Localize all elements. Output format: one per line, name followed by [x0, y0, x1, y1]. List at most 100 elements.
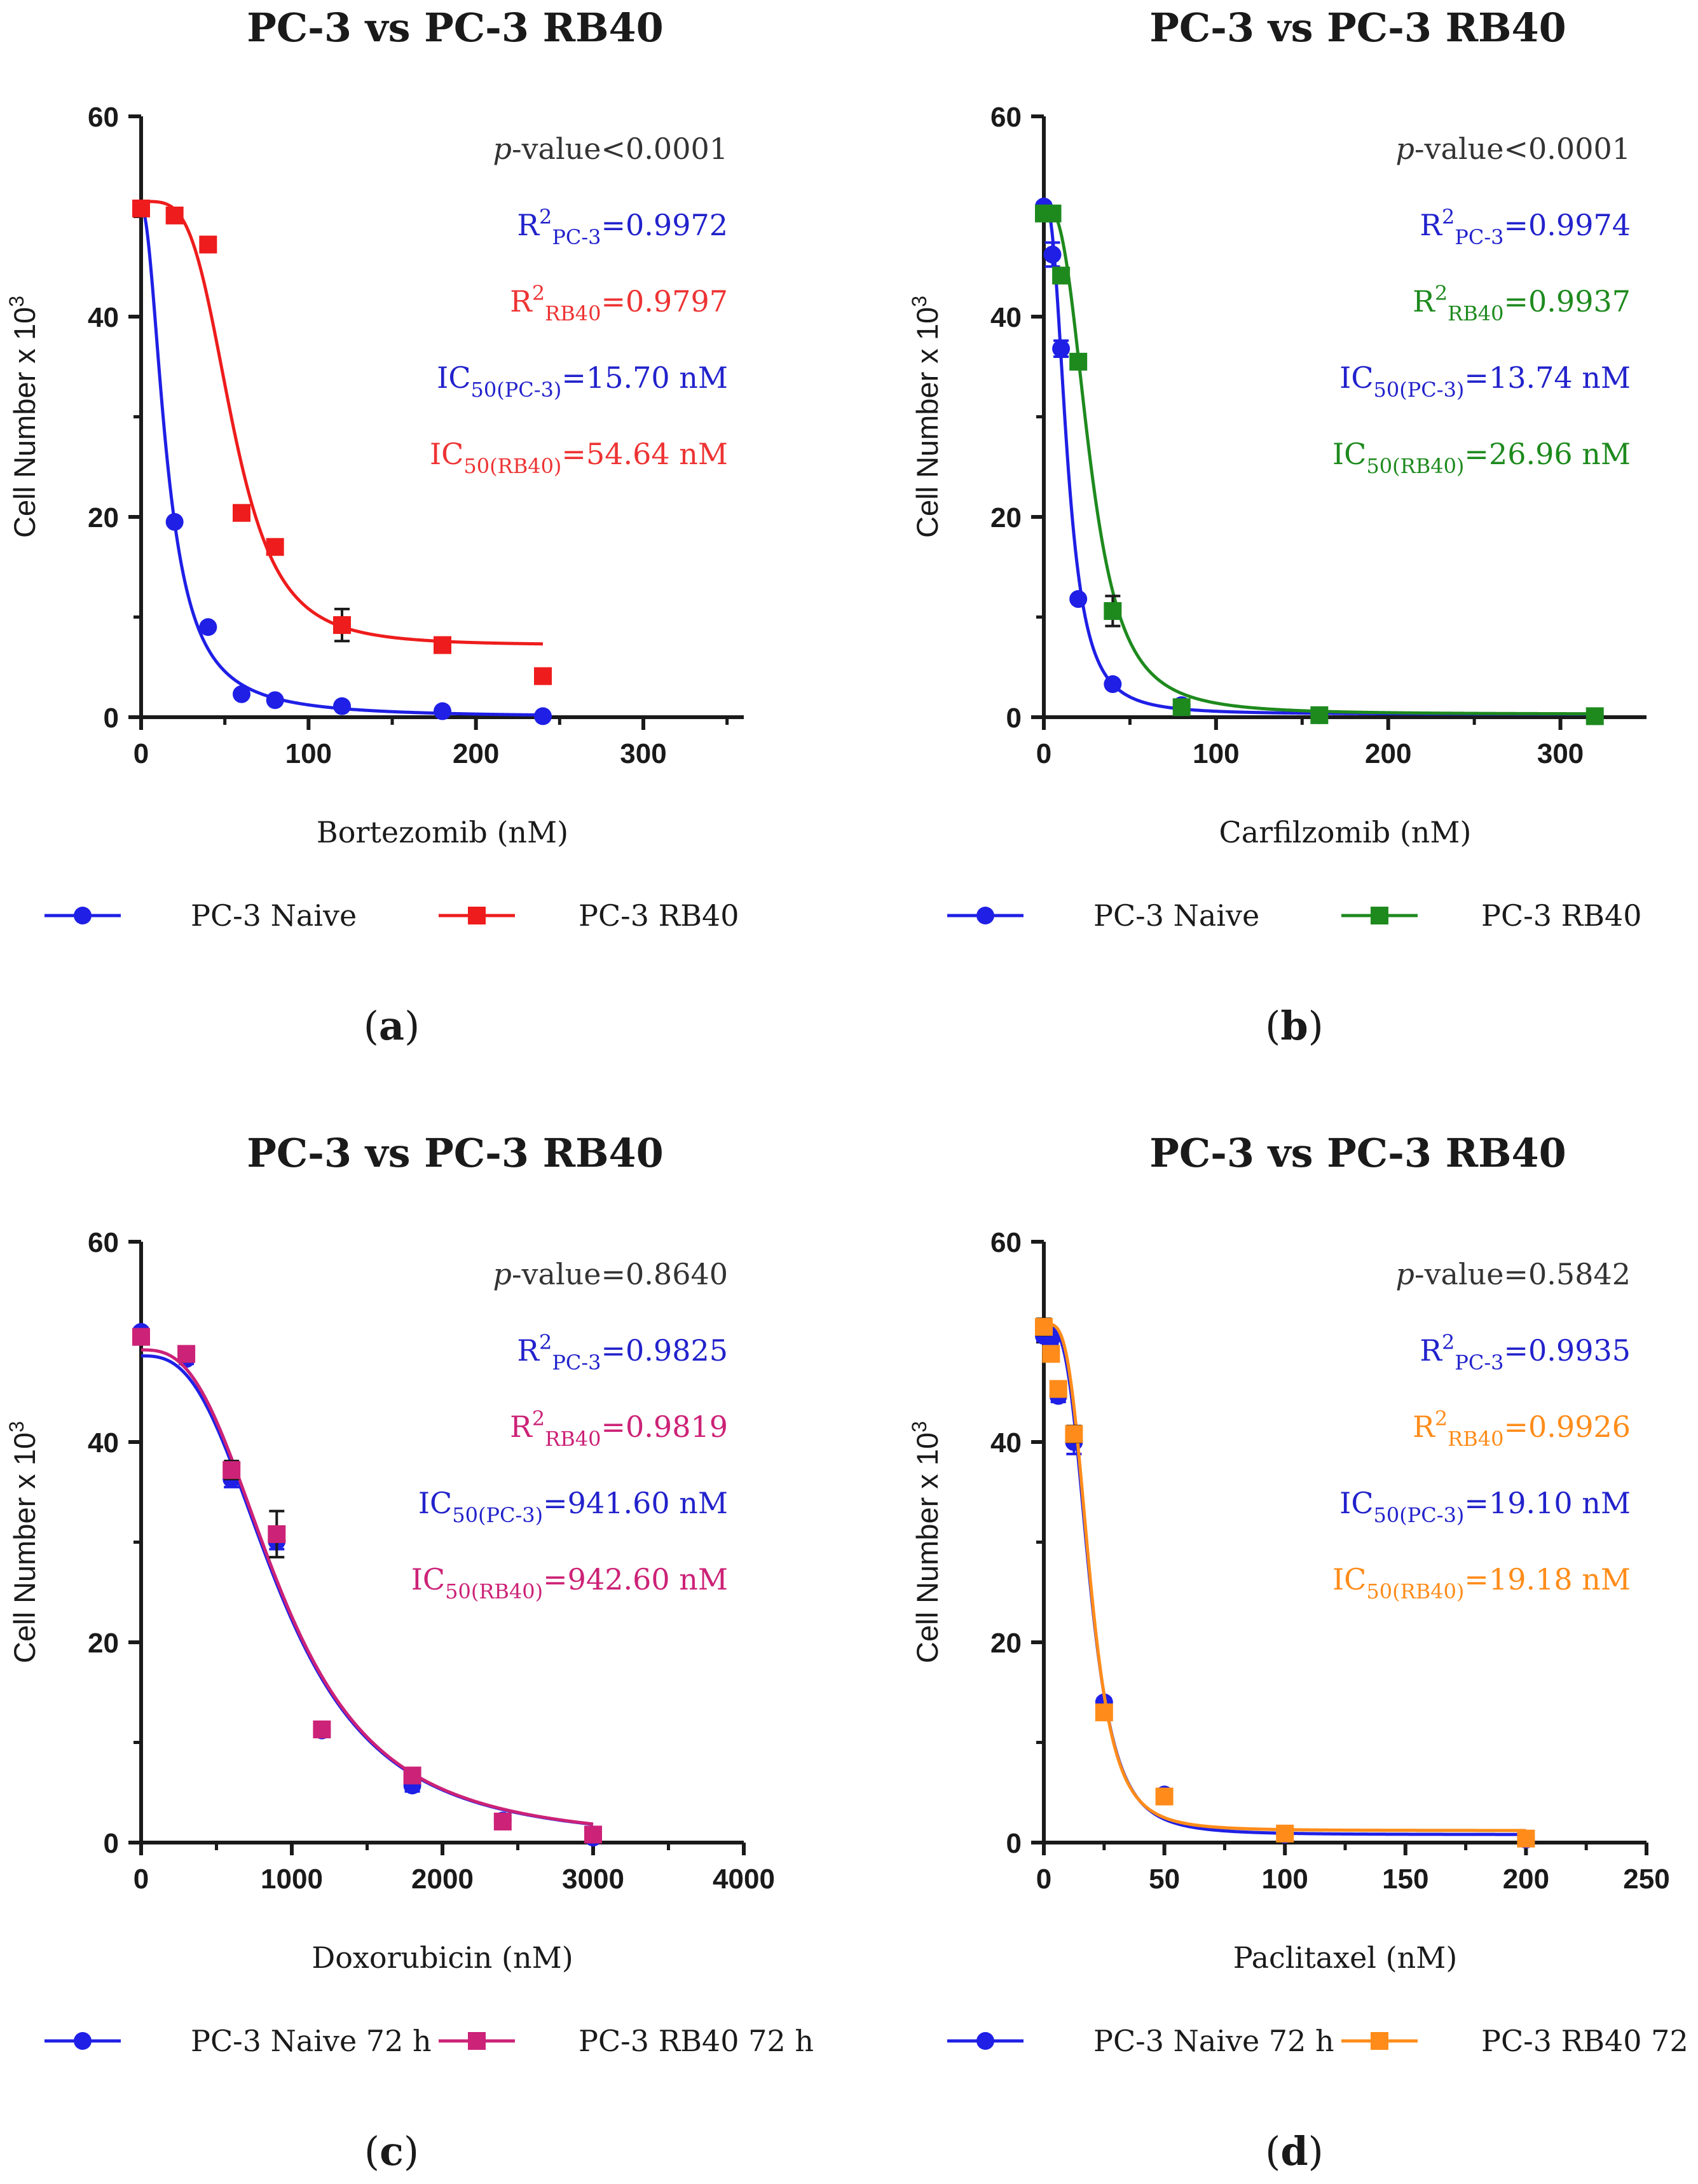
panel-d: PC-3 vs PC-3 RB40 0 20 40 60 0 50 100 150 200 250 C…: [908, 1130, 1698, 2174]
data-point: [132, 1328, 150, 1346]
data-point: [1172, 698, 1191, 717]
stat-line: IC50(RB40)=942.60 nM: [411, 1562, 728, 1604]
chart-title: PC-3 vs PC-3 RB40: [1149, 1130, 1566, 1176]
stat-line: R2PC-3=0.9825: [517, 1330, 728, 1375]
data-point: [1104, 602, 1122, 621]
data-point: [199, 618, 217, 636]
y-tick-label: 0: [1006, 1828, 1022, 1859]
data-point: [584, 1825, 602, 1844]
y-tick-label: 20: [990, 502, 1022, 533]
panel-label: (c): [364, 2128, 419, 2174]
x-tick-label: 4000: [713, 1864, 775, 1895]
series-rb40: [1035, 204, 1604, 725]
x-tick-label: 0: [1036, 738, 1051, 769]
stat-line: IC50(PC-3)=19.10 nM: [1339, 1486, 1631, 1527]
data-point: [177, 1345, 196, 1363]
y-tick-label: 20: [88, 502, 119, 533]
legend-label: PC-3 Naive 72 h: [1093, 2024, 1334, 2058]
data-point: [223, 1461, 241, 1480]
data-point: [434, 702, 451, 720]
x-tick-label: 50: [1149, 1864, 1180, 1895]
data-point: [1104, 675, 1122, 694]
legend-marker: [976, 907, 994, 924]
x-tick-label: 0: [134, 738, 149, 769]
y-tick-label: 60: [990, 1227, 1022, 1258]
data-point: [1043, 245, 1062, 264]
x-tick-label: 200: [453, 738, 499, 769]
series-rb40: [1035, 1317, 1535, 1848]
x-tick-label: 200: [1503, 1864, 1549, 1895]
y-tick-label: 0: [104, 1828, 119, 1859]
x-tick-label: 3000: [562, 1864, 624, 1895]
legend-label: PC-3 Naive: [1093, 898, 1259, 933]
data-point: [1043, 204, 1062, 223]
y-tick-label: 0: [1006, 703, 1022, 734]
data-point: [1042, 1345, 1060, 1363]
data-point: [1155, 1787, 1174, 1806]
x-axis-label: Paclitaxel (nM): [1233, 1940, 1458, 1975]
stat-line: R2PC-3=0.9935: [1420, 1330, 1631, 1375]
y-tick-label: 40: [88, 1427, 119, 1459]
y-tick-label: 60: [88, 102, 119, 133]
stat-line: p-value<0.0001: [493, 132, 728, 166]
legend-marker: [468, 2032, 486, 2050]
chart-title: PC-3 vs PC-3 RB40: [1149, 4, 1566, 51]
data-point: [165, 206, 184, 224]
stat-line: IC50(RB40)=26.96 nM: [1332, 437, 1631, 478]
data-point: [1065, 1425, 1083, 1443]
data-point: [333, 697, 351, 715]
stat-line: IC50(PC-3)=13.74 nM: [1339, 361, 1631, 402]
data-point: [268, 1525, 286, 1543]
legend-marker: [74, 907, 92, 924]
panel-b: PC-3 vs PC-3 RB40 0 20 40 60 0 100 200 300 Cell N…: [908, 4, 1647, 1049]
data-point: [1069, 590, 1088, 608]
y-tick-label: 20: [88, 1628, 119, 1659]
data-point: [1310, 706, 1329, 724]
stat-line: R2RB40=0.9797: [510, 281, 728, 326]
x-tick-label: 300: [620, 738, 666, 769]
stat-line: IC50(PC-3)=941.60 nM: [418, 1486, 728, 1527]
panel-label: (d): [1265, 2128, 1324, 2174]
legend-marker: [976, 2032, 994, 2050]
x-axis-label: Carfilzomib (nM): [1219, 815, 1472, 849]
stat-line: IC50(RB40)=54.64 nM: [430, 437, 728, 478]
stats-annotation: p-value=0.5842 R2PC-3=0.9935 R2RB40=0.9926…: [1332, 1257, 1631, 1604]
data-point: [132, 199, 150, 217]
stat-line: R2RB40=0.9937: [1413, 281, 1631, 326]
x-tick-label: 0: [1036, 1864, 1051, 1895]
data-point: [493, 1812, 512, 1830]
data-point: [1069, 352, 1088, 371]
data-point: [266, 538, 284, 556]
data-point: [1052, 266, 1071, 285]
legend-label: PC-3 RB40 72 h: [1481, 2024, 1698, 2058]
y-tick-label: 0: [104, 703, 119, 734]
series-rb40: [132, 1328, 602, 1844]
data-point: [403, 1766, 421, 1785]
legend: PC-3 Naive PC-3 RB40: [947, 898, 1642, 933]
stats-annotation: p-value=0.8640 R2PC-3=0.9825 R2RB40=0.9819…: [411, 1257, 728, 1604]
x-tick-label: 250: [1623, 1864, 1669, 1895]
series-rb40: [132, 199, 552, 685]
stat-line: IC50(PC-3)=15.70 nM: [437, 361, 728, 402]
legend-label: PC-3 Naive 72 h: [191, 2024, 432, 2058]
data-point: [534, 707, 552, 725]
legend-marker: [1371, 2032, 1388, 2050]
x-tick-label: 100: [285, 738, 332, 769]
panel-a: PC-3 vs PC-3 RB40 0 20 40 60 0 100 200 300 Cell N…: [5, 4, 744, 1049]
y-axis-label: Cell Number x 103: [908, 296, 944, 538]
legend: PC-3 Naive 72 h PC-3 RB40 72 h: [45, 2024, 814, 2058]
data-point: [233, 685, 250, 703]
data-point: [434, 636, 451, 654]
panel-c: PC-3 vs PC-3 RB40 0 20 40 60 0 1000 2000 3000 400…: [5, 1130, 814, 2174]
y-tick-label: 40: [88, 302, 119, 333]
chart-title: PC-3 vs PC-3 RB40: [247, 4, 664, 51]
stat-line: p-value=0.5842: [1396, 1257, 1631, 1291]
legend: PC-3 Naive PC-3 RB40: [45, 898, 739, 933]
x-tick-label: 100: [1261, 1864, 1308, 1895]
legend-label: PC-3 RB40 72 h: [579, 2024, 814, 2058]
fit-curve: [141, 1348, 594, 1826]
y-axis-label: Cell Number x 103: [5, 296, 41, 538]
